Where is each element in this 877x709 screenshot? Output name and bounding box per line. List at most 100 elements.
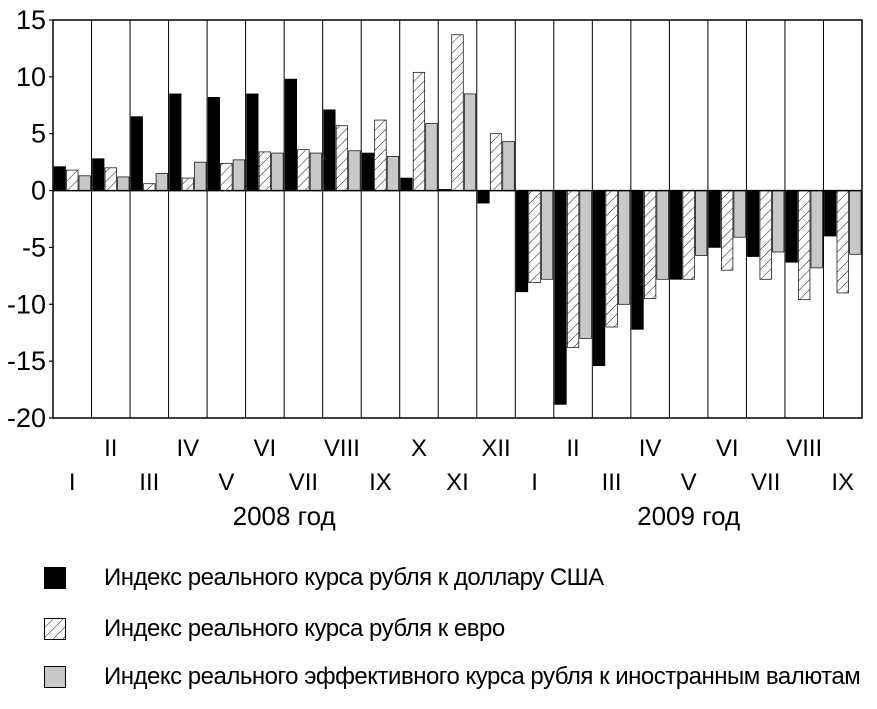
- bar-series-1-viii-19: [785, 190, 798, 263]
- labels-layer: 151050-5-10-15-20IIIIIIIVVVIVIIVIIIIXXXI…: [7, 5, 854, 531]
- y-tick-label: 0: [31, 176, 46, 206]
- year-label: 2008 год: [233, 501, 336, 531]
- bars-layer: [53, 34, 862, 405]
- bar-series-2-iv-15: [644, 190, 657, 299]
- y-tick-label: 15: [16, 5, 46, 35]
- bar-series-2-iv-3: [181, 177, 194, 191]
- bar-series-3-vii-18: [772, 190, 785, 253]
- bar-series-1-ii-13: [554, 190, 567, 405]
- x-tick-label: IV: [639, 435, 662, 462]
- bar-series-2-xi-10: [451, 34, 464, 191]
- x-tick-label: XI: [446, 469, 469, 496]
- bar-series-1-iv-15: [631, 190, 644, 330]
- bar-series-3-vii-6: [309, 152, 323, 191]
- x-tick-label: I: [531, 469, 538, 496]
- grid-layer: [91, 20, 824, 418]
- bar-series-1-xii-11: [477, 190, 490, 204]
- bar-series-1-vii-18: [747, 190, 760, 257]
- bar-series-1-i-0: [53, 166, 66, 191]
- x-tick-label: II: [566, 435, 579, 462]
- bar-series-1-iv-3: [169, 93, 182, 191]
- bar-series-3-viii-7: [348, 150, 361, 191]
- bar-series-3-v-4: [232, 159, 245, 191]
- bar-series-1-x-9: [400, 177, 413, 191]
- bar-series-2-ix-8: [374, 119, 387, 191]
- bar-series-2-vi-17: [721, 190, 734, 271]
- bar-series-2-vii-18: [759, 190, 772, 280]
- bar-series-1-v-4: [207, 96, 220, 191]
- bar-series-3-v-16: [695, 190, 708, 256]
- bar-series-2-x-9: [412, 71, 426, 191]
- bar-series-1-vii-6: [284, 78, 298, 191]
- bar-series-1-ix-8: [361, 152, 375, 191]
- axis-layer: [49, 19, 863, 419]
- x-tick-label: II: [104, 435, 117, 462]
- x-tick-label: VI: [254, 435, 277, 462]
- bar-series-1-vi-17: [708, 190, 721, 248]
- legend-swatch-gray: [44, 666, 66, 688]
- legend-item-eur: Индекс реального курса рубля к евро: [44, 614, 505, 644]
- bar-series-2-i-12: [528, 190, 541, 284]
- bar-series-3-iii-2: [155, 173, 168, 191]
- bar-series-1-ix-20: [824, 190, 837, 237]
- x-tick-label: X: [411, 435, 427, 462]
- x-tick-label: V: [218, 469, 234, 496]
- x-tick-label: VIII: [786, 435, 822, 462]
- bar-series-2-v-16: [682, 190, 695, 280]
- bar-series-2-ii-1: [104, 167, 117, 191]
- bar-series-3-i-0: [78, 175, 91, 191]
- bar-series-2-viii-7: [335, 125, 349, 191]
- bar-series-2-iii-14: [605, 190, 618, 328]
- x-tick-label: III: [139, 469, 159, 496]
- bar-series-1-vi-5: [246, 93, 259, 191]
- legend-swatch-black: [44, 567, 66, 589]
- bar-series-1-v-16: [670, 190, 683, 280]
- y-tick-label: -20: [7, 403, 46, 433]
- x-tick-label: XII: [481, 435, 510, 462]
- x-tick-label: III: [602, 469, 622, 496]
- legend-label-usd: Индекс реального курса рубля к доллару С…: [104, 564, 604, 591]
- bar-series-2-v-4: [220, 162, 233, 191]
- legend-label-effective: Индекс реального эффективного курса рубл…: [104, 663, 861, 690]
- bar-series-3-x-9: [425, 123, 438, 191]
- bar-series-3-iv-15: [656, 190, 669, 280]
- bar-series-3-xi-10: [463, 93, 477, 191]
- plot-frame: [52, 19, 863, 419]
- bar-series-2-iii-2: [143, 183, 156, 191]
- x-tick-label: VII: [751, 469, 780, 496]
- bar-series-2-ix-20: [836, 190, 849, 294]
- bar-series-3-ii-13: [579, 190, 592, 339]
- bar-series-2-ii-13: [566, 190, 580, 348]
- bar-series-3-ix-8: [386, 156, 400, 191]
- bar-series-1-viii-7: [323, 109, 336, 191]
- bar-series-3-viii-19: [810, 190, 823, 269]
- legend-item-effective: Индекс реального эффективного курса рубл…: [44, 662, 861, 692]
- bar-series-2-xii-11: [489, 133, 503, 191]
- legend-item-usd: Индекс реального курса рубля к доллару С…: [44, 563, 604, 593]
- x-tick-label: VII: [289, 469, 318, 496]
- y-tick-label: -5: [22, 232, 46, 262]
- bar-series-3-ix-20: [849, 190, 862, 255]
- bar-series-1-iii-2: [130, 116, 143, 191]
- x-tick-label: VIII: [324, 435, 360, 462]
- bar-series-2-i-0: [66, 169, 79, 191]
- bar-series-3-xii-11: [502, 141, 515, 191]
- bar-series-2-vi-5: [258, 151, 271, 191]
- y-tick-label: -15: [7, 346, 46, 376]
- x-tick-label: VI: [716, 435, 739, 462]
- x-tick-label: IV: [176, 435, 199, 462]
- bar-series-3-vi-17: [733, 190, 746, 238]
- bar-series-3-ii-1: [117, 176, 130, 191]
- bar-series-3-i-12: [540, 190, 554, 280]
- bar-series-1-i-12: [515, 190, 529, 293]
- x-tick-label: IX: [369, 469, 392, 496]
- legend-label-eur: Индекс реального курса рубля к евро: [104, 615, 505, 642]
- x-tick-label: IX: [831, 469, 854, 496]
- bar-series-3-iii-14: [617, 190, 631, 305]
- y-tick-label: -10: [7, 289, 46, 319]
- x-tick-label: I: [69, 469, 76, 496]
- year-label: 2009 год: [637, 501, 740, 531]
- bar-series-1-iii-14: [592, 190, 606, 367]
